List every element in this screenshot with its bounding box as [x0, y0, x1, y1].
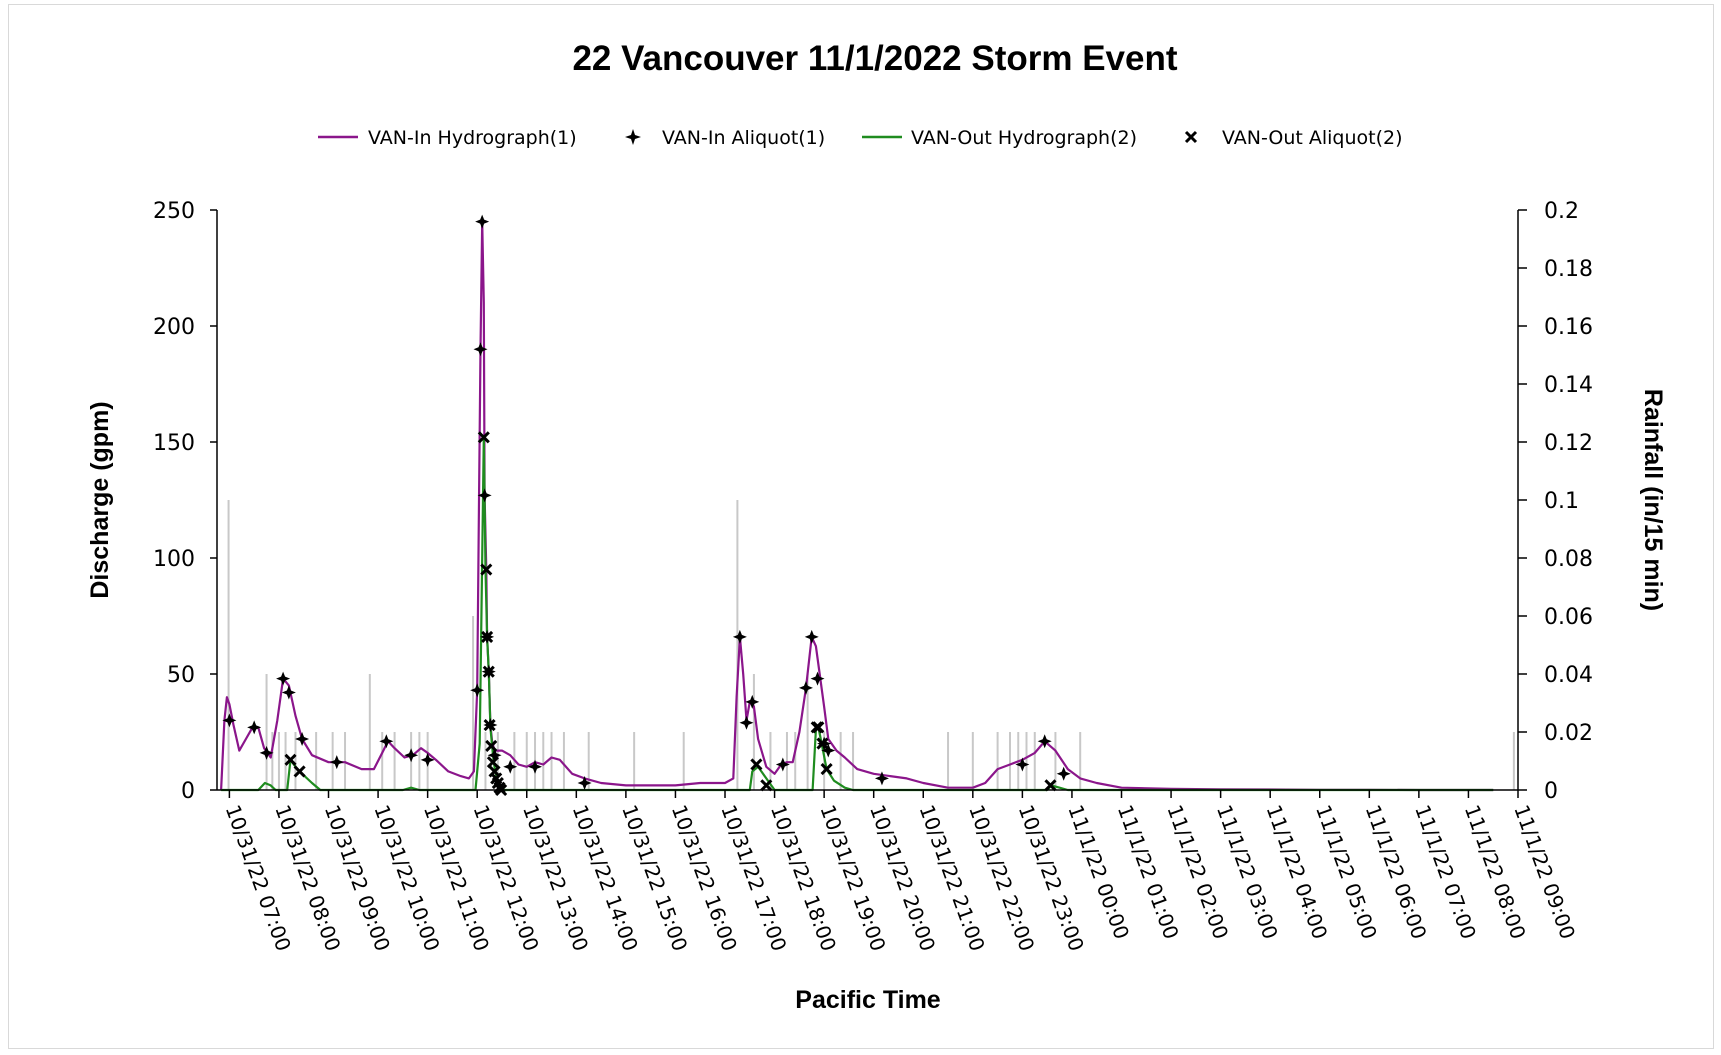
van-out-aliquot-marker	[481, 630, 494, 643]
y2-tick-label: 0.04	[1544, 663, 1593, 688]
y-axis-title: Discharge (gpm)	[86, 401, 114, 598]
van-in-aliquot-marker	[528, 759, 543, 774]
van-out-aliquot-marker	[483, 718, 496, 732]
chart-frame	[8, 4, 1714, 1049]
van-out-aliquot-marker	[480, 563, 493, 576]
chart-title: 22 Vancouver 11/1/2022 Storm Event	[572, 39, 1177, 78]
van-in-aliquot-marker	[503, 759, 518, 774]
van-in-aliquot-marker	[247, 720, 262, 735]
y2-tick-label: 0.1	[1544, 489, 1579, 514]
van-in-aliquot-marker	[804, 629, 819, 644]
van-out-aliquot-marker	[486, 756, 499, 769]
van-in-aliquot-marker	[1037, 734, 1052, 749]
van-in-aliquot-marker	[420, 752, 435, 767]
legend-label-van-out-hydrograph: VAN-Out Hydrograph(2)	[911, 127, 1137, 149]
y2-axis-title: Rainfall (in/15 min)	[1639, 389, 1667, 611]
van-in-aliquot-marker	[1056, 766, 1071, 781]
y-tick-label: 100	[153, 547, 195, 572]
van-in-aliquot-marker	[379, 734, 394, 749]
legend-swatch-van-in-aliquot	[625, 129, 641, 145]
y2-tick-label: 0.02	[1544, 721, 1593, 746]
right-axis-ticks: 0 0.02 0.04 0.06 0.08 0.1 0.12 0.14 0.16 0.18 0.2	[1518, 199, 1593, 804]
van-in-aliquot-marker	[810, 671, 825, 686]
rainfall-bars	[227, 500, 1515, 790]
van-in-aliquot-marker	[404, 748, 419, 763]
hydrograph-lines	[220, 220, 1494, 792]
legend-label-van-in-aliquot: VAN-In Aliquot(1)	[662, 127, 825, 149]
van-out-aliquot-marker	[812, 721, 825, 734]
van-in-aliquot-marker	[745, 694, 760, 709]
van-in-aliquot-marker	[473, 342, 488, 357]
van-in-aliquot-marker	[295, 731, 310, 746]
van-in-aliquot-marker	[577, 776, 592, 791]
van-out-aliquot-marker	[760, 779, 773, 792]
y2-tick-label: 0.14	[1544, 373, 1593, 398]
y-tick-label: 0	[181, 779, 195, 804]
van-out-aliquot-marker	[485, 739, 498, 752]
y2-tick-label: 0	[1544, 779, 1558, 804]
van-in-aliquot-marker	[259, 745, 274, 760]
axes	[216, 210, 1519, 791]
van-in-aliquot-marker	[222, 713, 237, 728]
left-axis-ticks: 0 50 100 150 200 250	[153, 199, 217, 804]
y2-tick-label: 0.06	[1544, 605, 1593, 630]
legend: VAN-In Hydrograph(1) VAN-In Aliquot(1) V…	[318, 127, 1403, 149]
van-out-aliquot-marker	[750, 758, 763, 771]
van-in-aliquot-marker	[329, 755, 344, 770]
aliquot-markers	[222, 214, 1071, 797]
van-in-aliquot-marker	[798, 680, 813, 695]
y2-tick-label: 0.08	[1544, 547, 1593, 572]
van-in-aliquot-marker	[739, 715, 754, 730]
y2-tick-label: 0.12	[1544, 431, 1593, 456]
van-in-aliquot-marker	[470, 683, 485, 698]
y-tick-label: 150	[153, 431, 195, 456]
van-in-aliquot-marker	[821, 743, 836, 758]
van-in-aliquot-marker	[874, 771, 889, 786]
van-in-aliquot-marker	[281, 685, 296, 700]
y-tick-label: 50	[167, 663, 195, 688]
van-out-aliquot-marker	[820, 763, 833, 776]
van-out-aliquot-marker	[816, 737, 829, 750]
van-out-aliquot-marker	[1044, 779, 1057, 792]
x-axis-title: Pacific Time	[795, 986, 941, 1014]
legend-swatch-van-out-aliquot	[1184, 130, 1198, 144]
y2-tick-label: 0.2	[1544, 199, 1579, 224]
y2-tick-label: 0.16	[1544, 315, 1593, 340]
y-tick-label: 250	[153, 199, 195, 224]
legend-label-van-in-hydrograph: VAN-In Hydrograph(1)	[368, 127, 577, 149]
van-in-aliquot-marker	[276, 671, 291, 686]
y2-tick-label: 0.18	[1544, 257, 1593, 282]
van-in-aliquot-marker	[475, 214, 490, 229]
van-in-aliquot-marker	[477, 488, 492, 503]
legend-label-van-out-aliquot: VAN-Out Aliquot(2)	[1222, 127, 1403, 149]
van-out-aliquot-marker	[477, 431, 490, 444]
van-out-aliquot-marker	[482, 665, 495, 678]
van-in-aliquot-marker	[1015, 757, 1030, 772]
y-tick-label: 200	[153, 315, 195, 340]
van-in-aliquot-marker	[775, 757, 790, 772]
van-in-aliquot-marker	[732, 629, 747, 644]
van-out-aliquot-marker	[284, 753, 297, 766]
van-out-aliquot-marker	[293, 765, 306, 778]
van-in-hydrograph-line	[220, 220, 1494, 792]
van-in-aliquot-marker	[487, 748, 502, 763]
